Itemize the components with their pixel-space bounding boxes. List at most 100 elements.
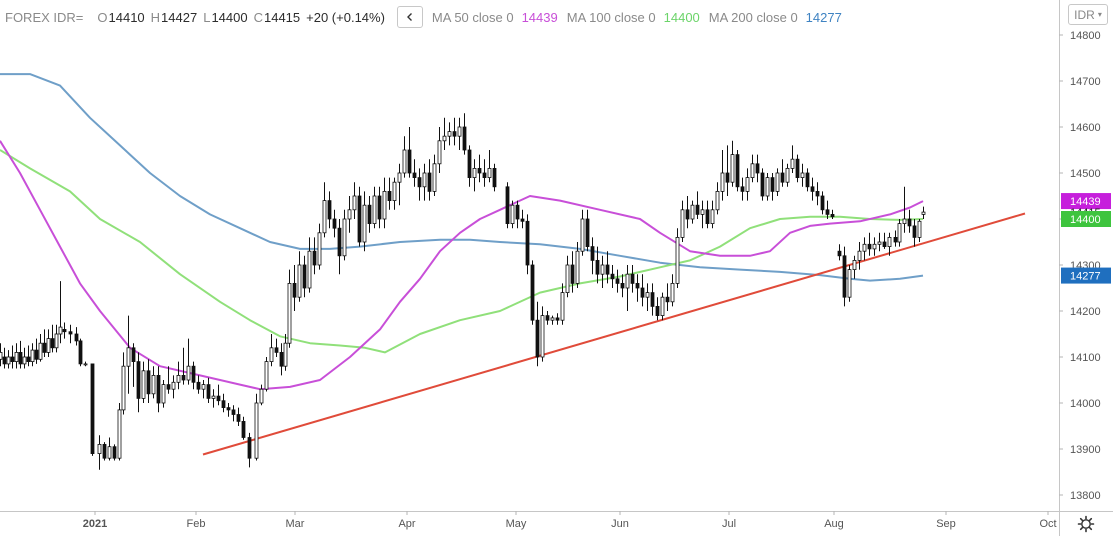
candle (655, 297, 660, 321)
candle-body (264, 361, 269, 390)
candle (141, 361, 146, 403)
x-tick-label: Feb (187, 518, 206, 530)
candle-body (226, 407, 231, 411)
candle-body (317, 232, 322, 266)
candle-body (650, 292, 655, 307)
candle (690, 200, 695, 224)
candle-body (50, 338, 55, 349)
candle (254, 393, 259, 461)
candle-body (695, 204, 700, 215)
candle-body (625, 273, 630, 289)
candle (810, 177, 815, 201)
symbol-name[interactable]: FOREX IDR= (5, 9, 84, 25)
ma100-path (0, 149, 924, 354)
candle-body (292, 282, 297, 298)
candle (605, 251, 610, 284)
candle-body (46, 338, 51, 353)
ma50-path (0, 140, 924, 391)
candle-body (902, 218, 907, 224)
collapse-legend-button[interactable] (396, 6, 423, 28)
candle (126, 315, 131, 394)
ma100-label[interactable]: MA 100 close 0 (566, 9, 656, 25)
candle-body (117, 409, 122, 459)
candle (117, 403, 122, 461)
candle-body (595, 259, 600, 275)
x-tick-label: Jun (611, 518, 629, 530)
candle-body (287, 282, 292, 344)
y-tick-label: 14000 (1070, 398, 1101, 410)
candle-body (141, 370, 146, 399)
candle-body (852, 259, 857, 270)
candle-body (510, 204, 515, 224)
candle (112, 444, 117, 461)
candle (580, 209, 585, 256)
x-tick-label: Jul (722, 518, 736, 530)
candle (630, 265, 635, 293)
candle (790, 145, 795, 173)
candle (540, 306, 545, 362)
settings-button[interactable] (1077, 515, 1095, 533)
candle-body (550, 317, 555, 321)
candle (917, 219, 922, 242)
candle-body (34, 349, 39, 360)
candle-body (872, 243, 877, 250)
candle (191, 361, 196, 390)
candle-body (630, 273, 635, 284)
candles (0, 113, 926, 470)
candle-body (750, 163, 755, 179)
candle (715, 182, 720, 215)
candle (882, 232, 887, 249)
candle-body (307, 250, 312, 289)
candle (6, 350, 11, 369)
candle (181, 347, 186, 385)
candle-body (670, 282, 675, 303)
candle-body (482, 172, 487, 178)
candle (171, 375, 176, 399)
candle (585, 209, 590, 252)
trendline[interactable] (202, 212, 1026, 456)
candle-body (259, 388, 264, 404)
ma200-label[interactable]: MA 200 close 0 (708, 9, 798, 25)
candle (362, 191, 367, 252)
candle (347, 196, 352, 233)
candle (837, 244, 842, 261)
candle (176, 361, 181, 390)
candle-body (897, 223, 902, 243)
ma50-label[interactable]: MA 50 close 0 (431, 9, 514, 25)
candle (785, 163, 790, 187)
candle-body (186, 365, 191, 381)
candle (805, 168, 810, 192)
candle-body (675, 236, 680, 284)
candle (78, 338, 83, 367)
candle-body (705, 209, 710, 225)
candle-body (22, 356, 27, 365)
candle-body (635, 282, 640, 289)
candle (695, 191, 700, 219)
price-badge-ma200: 14277 (1061, 267, 1111, 284)
candle-body (216, 395, 221, 402)
candle-body (107, 446, 112, 459)
candle-body (372, 195, 377, 225)
candle (337, 219, 342, 275)
candle (815, 182, 820, 206)
candle (665, 283, 670, 311)
candle-body (585, 218, 590, 248)
candle-body (487, 167, 492, 178)
candle-body (887, 236, 892, 247)
candle-body (785, 167, 790, 183)
candle-body (68, 331, 73, 335)
candle (42, 329, 47, 357)
candle-body (857, 250, 862, 261)
ma50-line (0, 140, 924, 391)
candle (852, 255, 857, 279)
candle-body (352, 195, 357, 211)
candle (297, 251, 302, 302)
candle (842, 246, 847, 307)
candle-body (382, 190, 387, 220)
currency-button[interactable]: IDR ▾ (1068, 4, 1108, 25)
candle-body (457, 126, 462, 137)
candle-body (442, 135, 447, 142)
candle-body (867, 243, 872, 250)
candle-body (610, 273, 615, 280)
